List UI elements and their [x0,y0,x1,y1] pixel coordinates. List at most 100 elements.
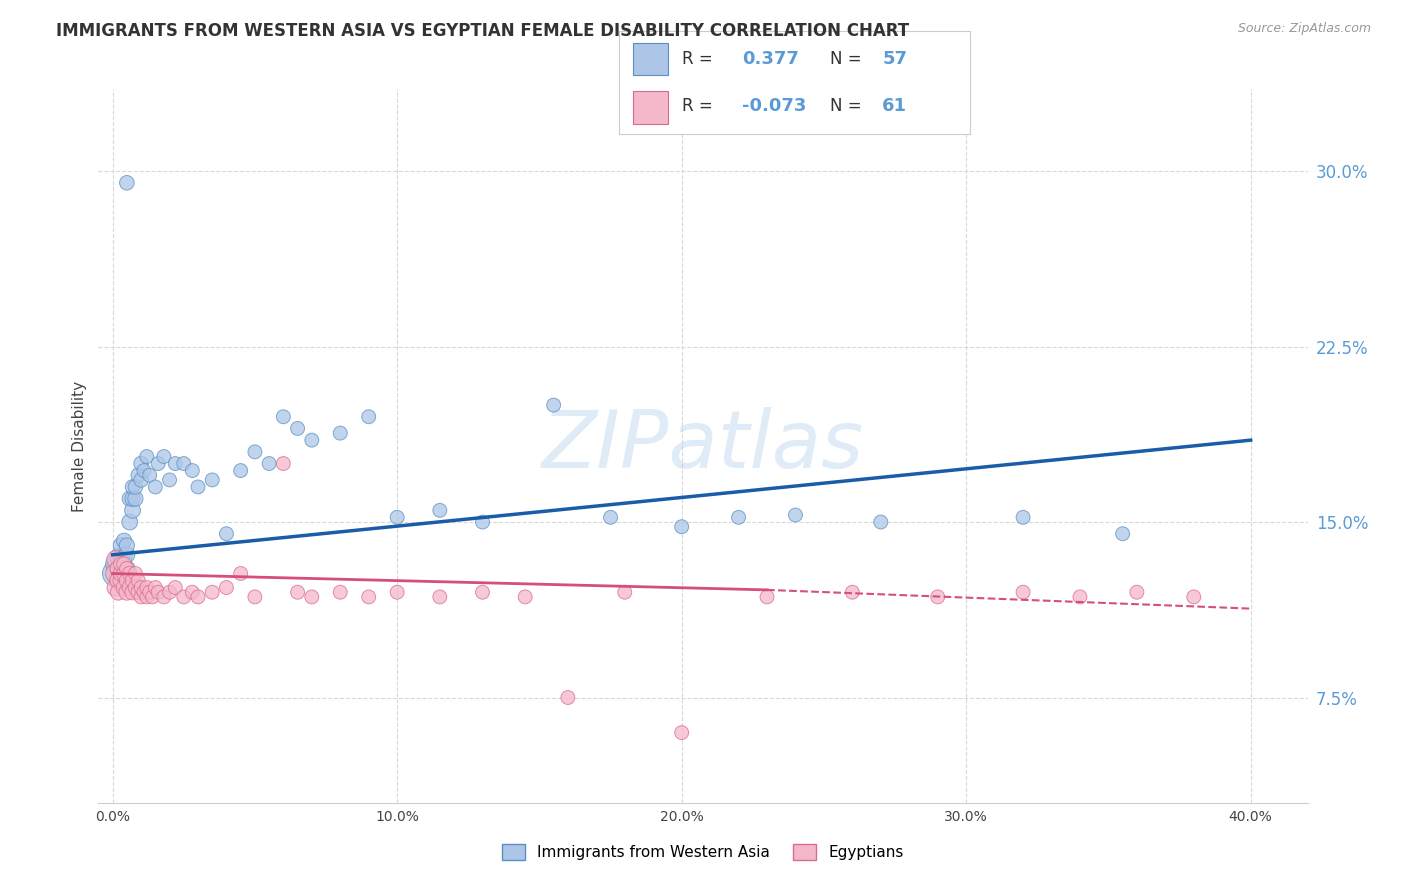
Point [129,581,152,595]
Point [785,508,807,522]
Point [112,533,135,548]
Y-axis label: Female Disability: Female Disability [72,380,87,512]
Point [115,585,138,599]
Point [112,550,135,565]
Point [112,566,135,581]
Point [727,510,749,524]
Point [118,491,141,506]
Text: ZIPatlas: ZIPatlas [541,407,865,485]
Point [215,526,238,541]
Point [671,725,693,739]
Point [165,457,187,471]
Point [118,581,141,595]
Point [153,590,176,604]
Point [129,590,152,604]
Point [153,450,176,464]
Point [110,550,132,565]
Point [243,590,266,604]
Point [841,585,863,599]
Point [273,457,295,471]
Point [756,590,779,604]
Point [107,550,129,565]
Point [181,464,204,478]
Point [215,581,238,595]
Point [287,585,309,599]
Point [121,491,143,506]
Point [671,519,693,533]
Point [287,421,309,435]
Point [429,590,451,604]
Point [124,566,146,581]
Point [1012,585,1035,599]
Point [187,480,209,494]
Point [124,480,146,494]
Point [1012,510,1035,524]
Point [121,574,143,588]
Point [143,581,166,595]
Point [138,585,160,599]
Text: -0.073: -0.073 [742,97,806,115]
Point [124,491,146,506]
Point [132,585,155,599]
Point [104,581,127,595]
Point [143,480,166,494]
Point [107,562,129,576]
Point [471,515,494,529]
Point [104,566,127,581]
Point [146,457,169,471]
Point [115,538,138,552]
Point [229,566,252,581]
Point [385,510,408,524]
Point [112,557,135,571]
Point [165,581,187,595]
Point [1126,585,1149,599]
Point [613,585,636,599]
Point [104,566,127,581]
FancyBboxPatch shape [633,91,668,124]
Text: IMMIGRANTS FROM WESTERN ASIA VS EGYPTIAN FEMALE DISABILITY CORRELATION CHART: IMMIGRANTS FROM WESTERN ASIA VS EGYPTIAN… [56,22,910,40]
Text: 57: 57 [883,50,907,68]
Point [599,510,621,524]
Point [869,515,891,529]
Point [357,409,380,424]
Point [121,585,143,599]
Point [135,590,157,604]
Point [159,585,181,599]
Text: 0.377: 0.377 [742,50,799,68]
Point [107,574,129,588]
Point [329,426,352,441]
Point [115,562,138,576]
Point [110,562,132,576]
Point [1111,526,1133,541]
Point [110,574,132,588]
Point [329,585,352,599]
Point [115,562,138,576]
Point [173,457,195,471]
Point [429,503,451,517]
Point [385,585,408,599]
Text: R =: R = [682,50,713,68]
Point [129,473,152,487]
Point [127,468,149,483]
Point [557,690,579,705]
Text: Source: ZipAtlas.com: Source: ZipAtlas.com [1237,22,1371,36]
Point [187,590,209,604]
Point [118,515,141,529]
Point [115,574,138,588]
Point [138,468,160,483]
Point [104,557,127,571]
Point [301,433,323,447]
Point [115,548,138,562]
FancyBboxPatch shape [633,43,668,75]
Point [301,590,323,604]
Point [104,552,127,566]
Point [110,566,132,581]
Point [229,464,252,478]
Point [107,562,129,576]
Point [1069,590,1091,604]
Point [515,590,537,604]
Text: R =: R = [682,97,713,115]
Text: 61: 61 [883,97,907,115]
Point [107,571,129,585]
Point [121,503,143,517]
